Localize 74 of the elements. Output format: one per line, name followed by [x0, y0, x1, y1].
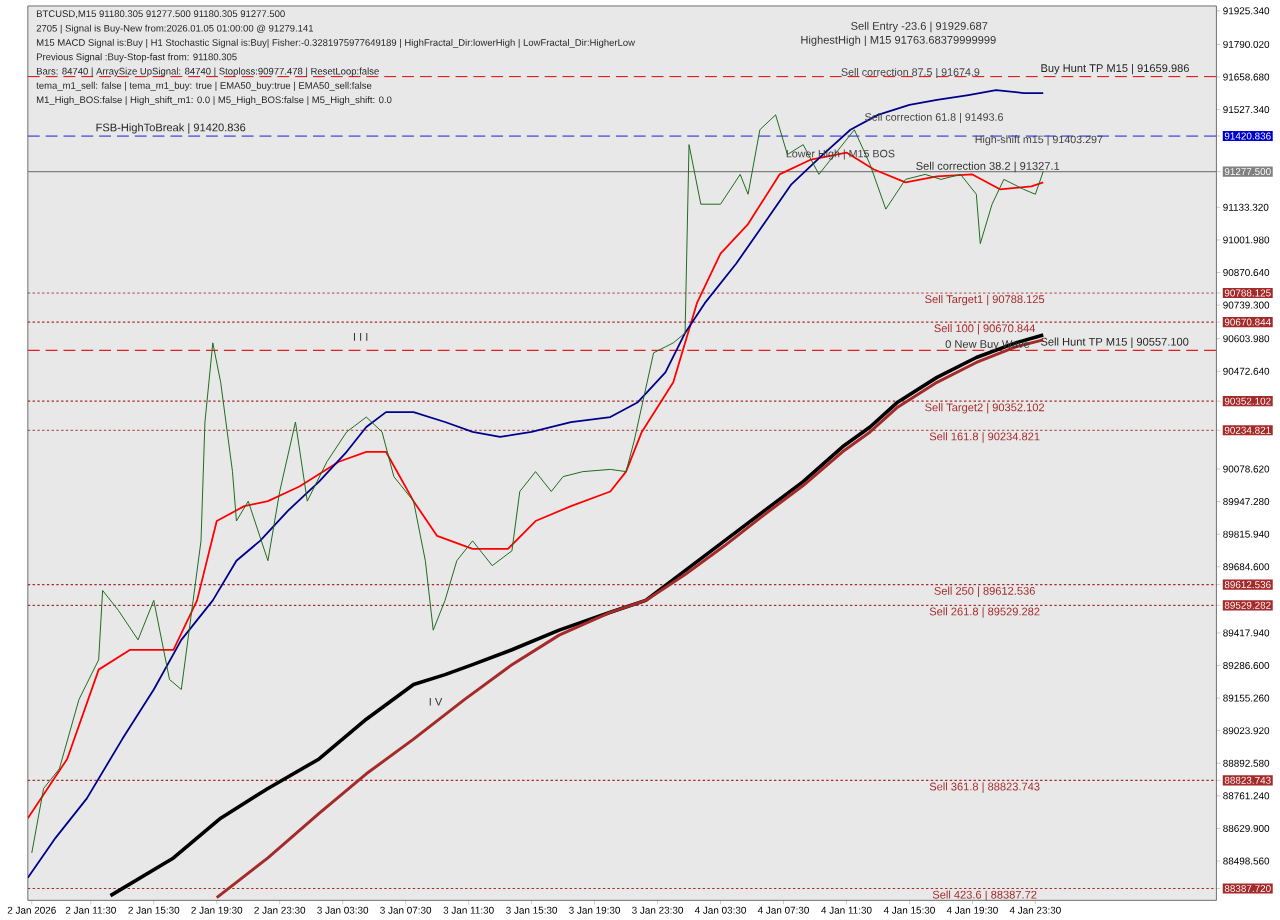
ref-line-label: Sell Target2 | 90352.102 — [925, 403, 1045, 414]
y-tick-label: 89286.600 — [1223, 661, 1270, 669]
x-tick-label: 4 Jan 15:30 — [883, 906, 935, 914]
annotation: I V — [429, 697, 443, 706]
ref-line-label: Buy Hunt TP M15 | 91659.986 — [1041, 63, 1189, 75]
annotation: I I I — [353, 332, 368, 341]
x-tick-label: 2 Jan 11:30 — [65, 906, 116, 914]
annotation: 2705 | Signal is Buy-New from:2026.01.05 01:00:00 @ 91279.141 — [36, 24, 314, 34]
y-tick-label: 88629.900 — [1223, 824, 1270, 832]
y-tick-label: 90870.640 — [1223, 268, 1270, 276]
ref-line-label: Sell Target1 | 90788.125 — [925, 294, 1045, 306]
y-tick-label: 88823.743 — [1224, 776, 1271, 784]
x-tick-label: 2 Jan 15:30 — [128, 906, 180, 914]
x-tick-label: 4 Jan 11:30 — [821, 906, 872, 914]
y-tick-label: 89815.940 — [1223, 530, 1270, 538]
y-tick-label: 89529.282 — [1224, 601, 1271, 609]
y-tick-label: 90788.125 — [1224, 289, 1271, 297]
x-tick-label: 2 Jan 2026 — [7, 906, 56, 914]
x-tick-label: 3 Jan 19:30 — [569, 906, 621, 914]
x-tick-label: 3 Jan 15:30 — [506, 906, 558, 914]
x-tick-label: 4 Jan 23:30 — [1009, 906, 1061, 914]
y-tick-label: 90670.844 — [1224, 318, 1271, 326]
y-tick-label: 90603.980 — [1223, 335, 1270, 343]
y-tick-label: 89023.920 — [1223, 727, 1270, 735]
y-tick-label: 88387.720 — [1224, 884, 1271, 892]
y-tick-label: 90352.102 — [1224, 397, 1271, 405]
y-tick-label: 91277.500 — [1224, 167, 1271, 175]
y-tick-label: 90739.300 — [1223, 301, 1270, 309]
x-tick-label: 3 Jan 23:30 — [632, 906, 684, 914]
y-tick-label: 89612.536 — [1224, 581, 1271, 589]
annotation: Sell correction 87.5 | 91674.9 — [841, 67, 980, 78]
y-tick-label: 88498.560 — [1223, 857, 1270, 865]
y-tick-label: 89155.260 — [1223, 694, 1270, 702]
x-tick-label: 3 Jan 07:30 — [380, 906, 432, 914]
y-tick-label: 89417.940 — [1223, 629, 1270, 637]
annotation: Sell Entry -23.6 | 91929.687 — [851, 21, 988, 33]
y-tick-label: 88761.240 — [1223, 792, 1270, 800]
annotation: Sell correction 38.2 | 91327.1 — [916, 161, 1060, 173]
x-tick-label: 3 Jan 03:30 — [317, 906, 369, 914]
ref-line-label: Sell 423.6 | 88387.72 — [932, 890, 1037, 901]
y-tick-label: 88892.580 — [1223, 759, 1270, 767]
ref-line-label: Sell 261.8 | 89529.282 — [929, 607, 1040, 618]
x-tick-label: 4 Jan 19:30 — [946, 906, 998, 914]
annotation: tema_m1_sell: false | tema_m1_buy: true | EMA50_buy:true | EMA50_sell:false — [36, 81, 372, 91]
y-tick-label: 90234.821 — [1224, 426, 1271, 434]
annotation: 0 New Buy Wave — [945, 340, 1030, 351]
annotation: BTCUSD,M15 91180.305 91277.500 91180.305 91277.500 — [36, 10, 285, 19]
y-tick-label: 91420.836 — [1224, 132, 1271, 140]
x-tick-label: 3 Jan 11:30 — [443, 906, 494, 914]
y-tick-label: 89947.280 — [1223, 497, 1270, 505]
y-tick-label: 91658.680 — [1223, 73, 1270, 81]
y-tick-label: 91133.320 — [1223, 203, 1269, 211]
ref-line-label: FSB-HighToBreak | 91420.836 — [96, 123, 246, 134]
ref-line-label: Sell 250 | 89612.536 — [934, 586, 1035, 597]
annotation: HighestHigh | M15 91763.68379999999 — [801, 35, 996, 46]
x-tick-label: 4 Jan 03:30 — [694, 906, 746, 914]
annotation: Bars: 84740 | ArraySize UpSignal: 84740 | Stoploss:90977.478 | ResetLoop:false — [36, 67, 379, 77]
annotation: Previous Signal :Buy-Stop-fast from: 91180.305 — [36, 53, 237, 63]
annotation: High-shift m15 | 91403.297 — [975, 135, 1103, 146]
x-tick-label: 2 Jan 19:30 — [191, 906, 243, 914]
ref-line-label: Sell 161.8 | 90234.821 — [929, 432, 1040, 443]
y-tick-label: 91001.980 — [1223, 236, 1270, 244]
annotation: M15 MACD Signal is:Buy | H1 Stochastic Signal is:Buy| Fisher:-0.3281975977649189 | HighFractal_Dir:lowerHigh | LowFractal_Dir:HigherLow — [36, 38, 636, 48]
y-tick-label: 91527.340 — [1223, 105, 1270, 113]
annotation: M1_High_BOS:false | High_shift_m1: 0.0 | M5_High_BOS:false | M5_High_shift: 0.0 — [36, 96, 392, 105]
ref-line-label: Sell 361.8 | 88823.743 — [929, 782, 1040, 793]
y-tick-label: 90472.640 — [1223, 367, 1270, 375]
y-tick-label: 91925.340 — [1223, 7, 1270, 15]
x-tick-label: 2 Jan 23:30 — [254, 906, 306, 914]
y-tick-label: 91790.020 — [1223, 40, 1270, 48]
ref-line-label: Sell 100 | 90670.844 — [934, 323, 1036, 335]
x-tick-label: 4 Jan 07:30 — [757, 906, 809, 914]
y-tick-label: 90078.620 — [1223, 465, 1270, 473]
y-tick-label: 89684.600 — [1223, 563, 1270, 571]
